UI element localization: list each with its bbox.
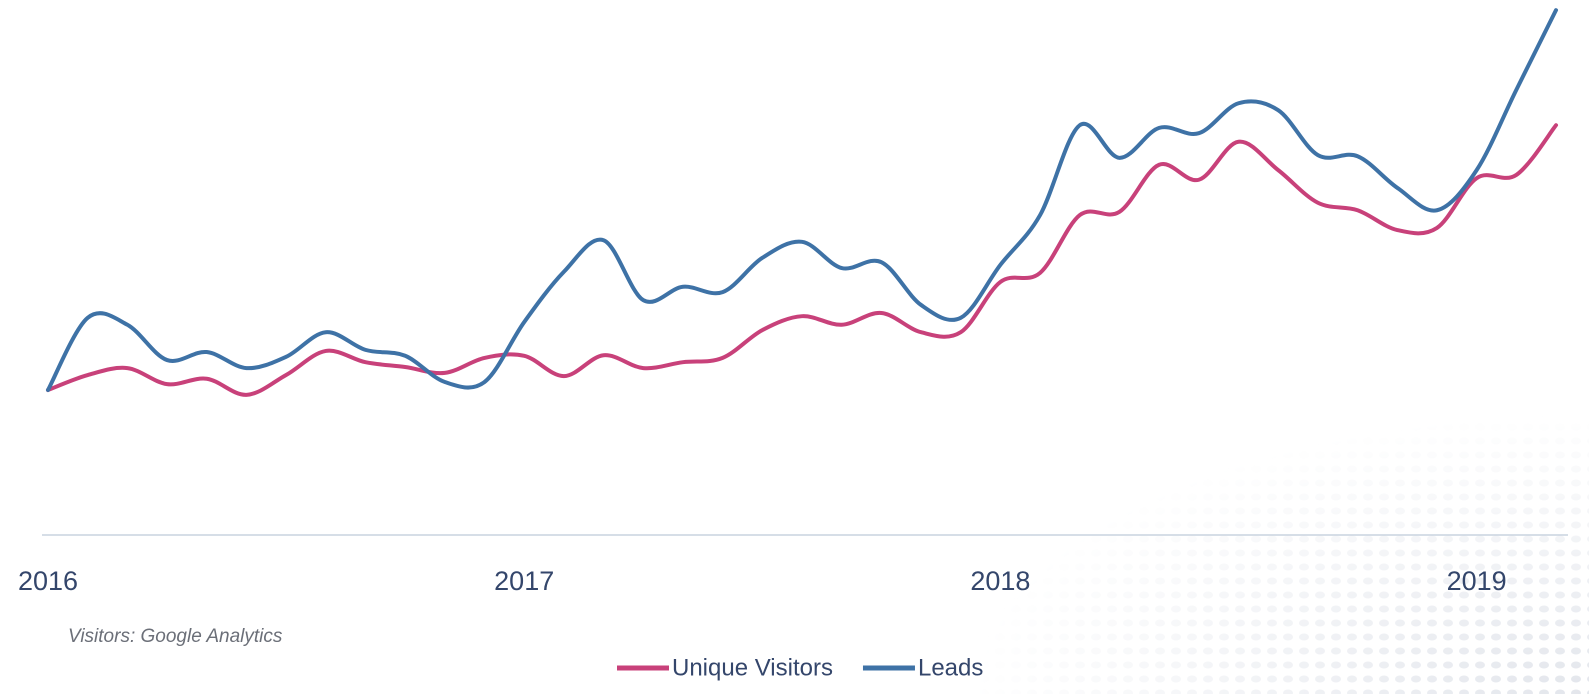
legend-label: Unique Visitors: [672, 654, 833, 681]
legend-label: Leads: [918, 654, 983, 681]
background-pattern: [900, 380, 1589, 694]
x-tick-label: 2019: [1447, 566, 1507, 596]
chart: Visitors: Google Analytics 2016 2017 2018 2…: [0, 0, 1589, 694]
subtitle: Visitors: Google Analytics: [68, 626, 283, 647]
x-tick-label: 2016: [18, 566, 78, 596]
x-tick-label: 2018: [970, 566, 1030, 596]
x-tick-label: 2017: [494, 566, 554, 596]
line-series: [48, 10, 1556, 390]
line-series: [48, 125, 1556, 395]
legend: Unique Visitors Leads: [617, 654, 983, 681]
